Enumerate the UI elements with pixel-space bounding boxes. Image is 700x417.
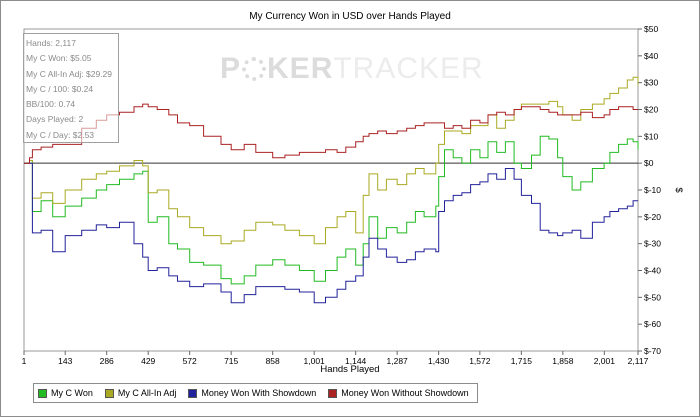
stat-hands: Hands: 2,117 xyxy=(26,38,76,48)
stat-allin-adj: My C All-In Adj: $29.29 xyxy=(26,68,112,79)
legend-label: Money Won Without Showdown xyxy=(341,388,469,398)
legend-swatch xyxy=(188,388,198,398)
x-tick-label: 429 xyxy=(141,356,155,366)
x-tick-label: 1,287 xyxy=(387,356,409,366)
legend: My C Won My C All-In Adj Money Won With … xyxy=(33,383,478,403)
series-line-0 xyxy=(24,135,639,285)
legend-item-all-in-adj[interactable]: My C All-In Adj xyxy=(101,388,185,398)
y-tick-label: $-40 xyxy=(644,266,661,276)
x-tick-label: 1,144 xyxy=(345,356,367,366)
y-axis-label: $ xyxy=(673,187,684,193)
stat-days: Days Played: 2 xyxy=(26,114,84,125)
stat-bb-100: BB/100: 0.74 xyxy=(26,99,76,110)
x-tick-label: 858 xyxy=(266,356,280,366)
x-tick-label: 1,715 xyxy=(511,356,533,366)
y-tick-label: $-50 xyxy=(644,292,661,302)
stat-won: My C Won: $5.05 xyxy=(26,53,92,64)
y-tick-label: $-30 xyxy=(644,239,661,249)
y-tick-label: $-20 xyxy=(644,212,661,222)
x-axis-label: Hands Played xyxy=(320,364,380,375)
x-tick-label: 1,858 xyxy=(552,356,574,366)
legend-item-my-c-won[interactable]: My C Won xyxy=(34,388,101,398)
series-line-3 xyxy=(24,103,638,164)
y-tick-label: $50 xyxy=(644,24,658,34)
x-tick-label: 1 xyxy=(22,356,27,366)
y-tick-label: $-10 xyxy=(644,185,661,195)
y-tick-label: $0 xyxy=(644,158,654,168)
poker-chip-icon xyxy=(242,57,267,81)
series-layer xyxy=(24,76,639,304)
legend-item-without-showdown[interactable]: Money Won Without Showdown xyxy=(324,388,476,398)
x-tick-label: 715 xyxy=(224,356,238,366)
y-tick-label: $10 xyxy=(644,131,658,141)
x-tick-label: 2,001 xyxy=(594,356,616,366)
stat-per-100: My C / 100: $0.24 xyxy=(26,83,94,94)
y-tick-label: $30 xyxy=(644,78,658,88)
x-tick-label: 1,572 xyxy=(469,356,491,366)
legend-label: My C Won xyxy=(51,388,93,398)
legend-label: My C All-In Adj xyxy=(117,388,177,398)
stats-box: Hands: 2,117 My C Won: $5.05 My C All-In… xyxy=(23,33,119,143)
pokertracker-watermark: P KERTRACKER xyxy=(220,52,484,85)
y-tick-label: $-60 xyxy=(644,319,661,329)
x-tick-label: 143 xyxy=(58,356,72,366)
legend-label: Money Won With Showdown xyxy=(201,388,317,398)
x-tick-label: 572 xyxy=(183,356,197,366)
series-line-1 xyxy=(24,76,639,245)
x-tick-label: 1,430 xyxy=(428,356,450,366)
legend-swatch xyxy=(38,388,47,398)
stat-per-day: My C / Day: $2.53 xyxy=(26,129,95,140)
x-tick-label: 1,001 xyxy=(304,356,326,366)
legend-swatch xyxy=(328,388,338,398)
x-tick-label: 2,117 xyxy=(628,356,649,366)
series-line-2 xyxy=(24,162,638,304)
legend-swatch xyxy=(104,388,114,398)
y-tick-label: $20 xyxy=(644,105,658,115)
chart-title: My Currency Won in USD over Hands Played xyxy=(249,11,451,22)
y-tick-label: $-70 xyxy=(644,346,661,356)
axis-layer: $50 $40 $30 $20 $10 $0 $-10 $-20 $-30 $-40 $-50 $-6… xyxy=(22,24,662,366)
legend-item-with-showdown[interactable]: Money Won With Showdown xyxy=(184,388,324,398)
x-tick-label: 286 xyxy=(100,356,114,366)
y-tick-label: $40 xyxy=(644,51,658,61)
